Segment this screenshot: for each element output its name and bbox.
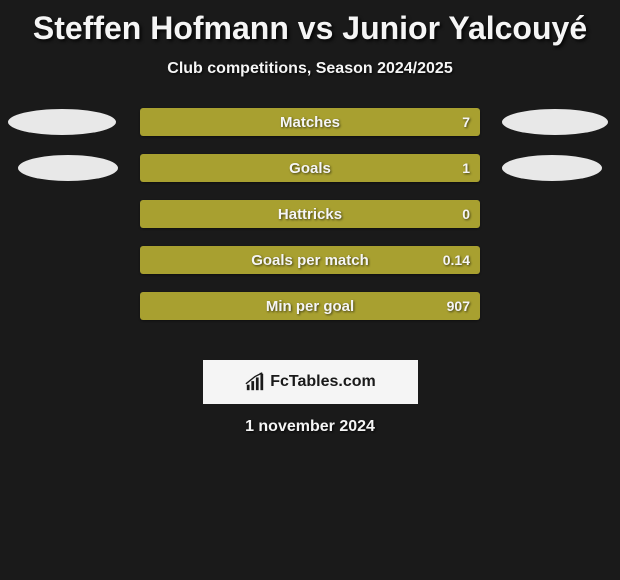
stat-row: Goals 1 (0, 154, 620, 182)
stat-bar: Goals per match 0.14 (140, 246, 480, 274)
logo-box[interactable]: FcTables.com (203, 360, 418, 404)
stat-row: Min per goal 907 (0, 292, 620, 320)
page-subtitle: Club competitions, Season 2024/2025 (0, 52, 620, 98)
stat-value: 907 (447, 298, 470, 314)
stat-label: Goals per match (251, 252, 369, 269)
stat-bar: Min per goal 907 (140, 292, 480, 320)
stat-label: Goals (289, 160, 331, 177)
date-label: 1 november 2024 (0, 404, 620, 450)
stat-label: Matches (280, 114, 340, 131)
stat-label: Min per goal (266, 298, 354, 315)
page-title: Steffen Hofmann vs Junior Yalcouyé (0, 0, 620, 52)
right-value-ellipse (502, 155, 602, 181)
chart-area: Matches 7 Goals 1 Hattricks 0 Goals per … (0, 98, 620, 348)
comparison-chart: Steffen Hofmann vs Junior Yalcouyé Club … (0, 0, 620, 580)
stat-row: Hattricks 0 (0, 200, 620, 228)
stat-label: Hattricks (278, 206, 342, 223)
stat-row: Matches 7 (0, 108, 620, 136)
stat-bar: Matches 7 (140, 108, 480, 136)
stat-bar: Goals 1 (140, 154, 480, 182)
left-value-ellipse (8, 109, 116, 135)
right-value-ellipse (502, 109, 608, 135)
logo-text: FcTables.com (270, 373, 376, 391)
left-value-ellipse (18, 155, 118, 181)
stat-bar: Hattricks 0 (140, 200, 480, 228)
stat-value: 0.14 (443, 252, 470, 268)
stat-value: 1 (462, 160, 470, 176)
stat-row: Goals per match 0.14 (0, 246, 620, 274)
chart-icon (244, 372, 266, 392)
stat-value: 0 (462, 206, 470, 222)
stat-value: 7 (462, 114, 470, 130)
